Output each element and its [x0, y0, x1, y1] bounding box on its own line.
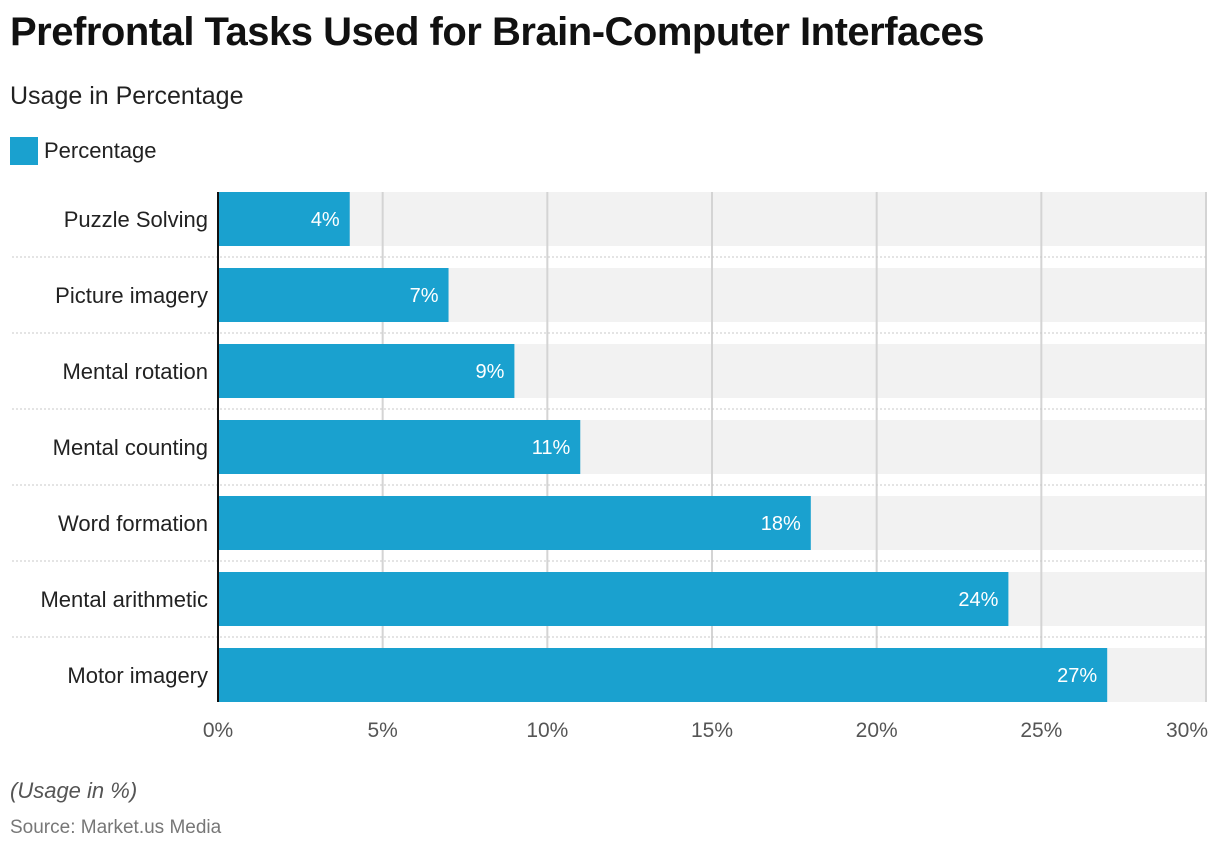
- bar: [218, 572, 1009, 626]
- category-label: Word formation: [58, 511, 208, 536]
- legend-swatch: [10, 137, 38, 165]
- bar: [218, 420, 581, 474]
- x-tick-label: 15%: [691, 719, 733, 742]
- bar: [218, 268, 449, 322]
- source-note: Source: Market.us Media: [10, 817, 222, 838]
- bar-value-label: 27%: [1057, 665, 1097, 687]
- category-label: Mental counting: [53, 435, 208, 460]
- category-label: Puzzle Solving: [64, 207, 208, 232]
- category-label: Mental arithmetic: [40, 587, 208, 612]
- bar: [218, 648, 1108, 702]
- chart-title: Prefrontal Tasks Used for Brain-Computer…: [10, 10, 985, 54]
- bar-value-label: 11%: [532, 437, 571, 459]
- x-tick-label: 10%: [526, 719, 568, 742]
- chart-subtitle: Usage in Percentage: [10, 82, 244, 110]
- x-tick-label: 0%: [203, 719, 233, 742]
- legend: Percentage: [10, 136, 157, 166]
- bar: [218, 344, 515, 398]
- category-label: Mental rotation: [62, 359, 208, 384]
- bar-chart: 4% Puzzle Solving 7% Picture imagery 9% Menta…: [12, 192, 1208, 742]
- bar: [218, 496, 811, 550]
- x-tick-label: 5%: [367, 719, 397, 742]
- category-label: Picture imagery: [55, 283, 208, 308]
- x-tick-label: 30%: [1166, 719, 1208, 742]
- units-note: (Usage in %): [10, 778, 138, 803]
- x-tick-label: 25%: [1020, 719, 1062, 742]
- bar-value-label: 18%: [761, 513, 801, 535]
- x-tick-label: 20%: [856, 719, 898, 742]
- legend-label: Percentage: [44, 138, 157, 163]
- bar-value-label: 7%: [410, 285, 439, 307]
- bar-value-label: 24%: [958, 589, 998, 611]
- bar: [218, 192, 350, 246]
- bar-value-label: 9%: [475, 361, 504, 383]
- category-label: Motor imagery: [67, 663, 208, 688]
- bar-value-label: 4%: [311, 209, 340, 231]
